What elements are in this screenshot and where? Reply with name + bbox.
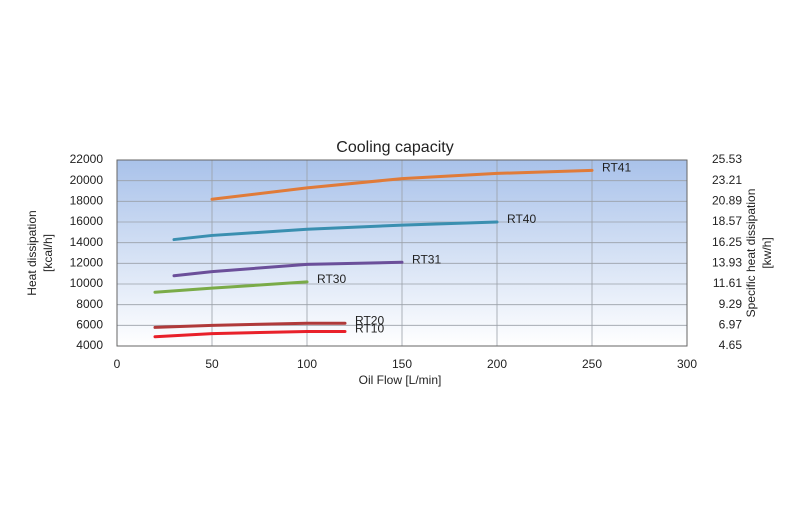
y2-tick-label: 18.57: [712, 214, 742, 228]
x-tick-label: 100: [297, 357, 317, 371]
series-label: RT20: [355, 313, 384, 327]
y2-tick-label: 25.53: [712, 152, 742, 166]
y-tick-label: 12000: [70, 256, 104, 270]
y2-axis-label: [kw/h]: [760, 237, 774, 268]
y-tick-label: 8000: [76, 297, 103, 311]
x-tick-label: 300: [677, 357, 697, 371]
y-tick-label: 22000: [70, 152, 104, 166]
series-label: RT30: [317, 272, 346, 286]
y2-tick-label: 13.93: [712, 256, 742, 270]
x-tick-label: 50: [205, 357, 219, 371]
y-axis-label: Heat dissipation: [25, 210, 39, 295]
y-tick-label: 16000: [70, 214, 104, 228]
plot-border: [116, 159, 688, 347]
x-tick-label: 0: [114, 357, 121, 371]
y-tick-label: 20000: [70, 173, 104, 187]
y-tick-label: 4000: [76, 338, 103, 352]
y2-tick-label: 16.25: [712, 235, 742, 249]
y-tick-label: 6000: [76, 318, 103, 332]
x-tick-label: 200: [487, 357, 507, 371]
chart-title: Cooling capacity: [336, 139, 453, 156]
series-label: RT40: [507, 212, 536, 226]
series-label: RT31: [412, 252, 441, 266]
series-line: [153, 280, 309, 294]
y2-tick-label: 23.21: [712, 173, 742, 187]
y2-axis-label: Specific heat dissipation: [744, 189, 758, 318]
y-tick-label: 18000: [70, 194, 104, 208]
y2-tick-label: 6.97: [719, 318, 743, 332]
series-label: RT10: [355, 322, 384, 336]
y-tick-label: 14000: [70, 235, 104, 249]
y2-tick-label: 9.29: [719, 297, 743, 311]
x-axis-label: Oil Flow [L/min]: [359, 373, 442, 387]
series-line: [172, 260, 404, 278]
x-tick-label: 250: [582, 357, 602, 371]
y2-tick-label: 4.65: [719, 338, 743, 352]
x-tick-label: 150: [392, 357, 412, 371]
y2-tick-label: 11.61: [713, 276, 742, 290]
series-label: RT41: [602, 161, 631, 175]
series-line: [172, 220, 499, 242]
series-line: [210, 168, 594, 201]
series-line: [153, 321, 347, 329]
y-tick-label: 10000: [70, 276, 104, 290]
y2-tick-label: 20.89: [712, 194, 742, 208]
y-axis-label: [kcal/h]: [41, 234, 55, 272]
series-line: [153, 330, 347, 339]
